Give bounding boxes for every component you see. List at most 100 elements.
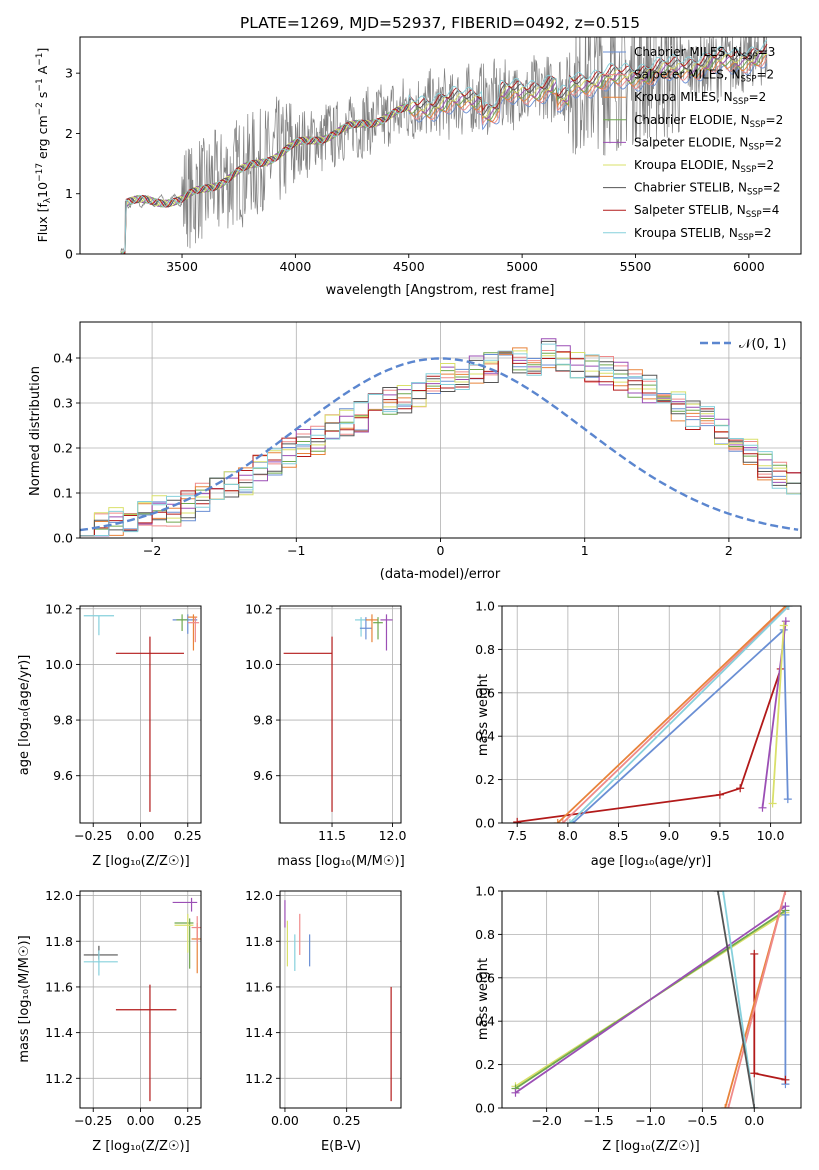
x-tick-label: −2 xyxy=(143,543,161,558)
spectrum-legend: Chabrier MILES, NSSP=3 Salpeter MILES, NS… xyxy=(603,45,783,243)
x-tick-label: 0.0 xyxy=(744,1113,764,1128)
y-tick-label: 11.6 xyxy=(45,979,73,994)
mass-vs-ebv-panel: 0.00 0.25 11.2 11.4 11.6 11.8 12.0 xyxy=(245,888,402,1128)
weight-line xyxy=(771,625,785,804)
x-tick-label: −0.25 xyxy=(74,828,112,843)
massZ-xlabel: Z [log₁₀(Z/Z☉)] xyxy=(92,1139,189,1154)
weight-series xyxy=(558,606,792,823)
residuals-panel: −2 −1 0 1 2 0.0 0.1 0.2 0.3 0.4 𝒩(0, 1) xyxy=(53,321,802,558)
weight-line xyxy=(562,606,789,823)
y-tick-label: 9.6 xyxy=(253,768,273,783)
ageZ-ylabel: age [log₁₀(age/yr)] xyxy=(17,655,32,776)
x-tick-label: 7.5 xyxy=(507,828,527,843)
errorbar-point xyxy=(365,614,379,643)
weight-marker xyxy=(553,819,562,823)
x-tick-label: 0 xyxy=(437,543,445,558)
y-tick-label: 0.8 xyxy=(475,927,495,942)
y-tick-label: 1.0 xyxy=(475,884,495,899)
errorbar-point xyxy=(187,617,200,643)
normal-curve xyxy=(80,357,799,532)
x-tick-label: 8.5 xyxy=(609,828,629,843)
weight-marker xyxy=(768,799,777,808)
y-tick-label: 11.6 xyxy=(245,979,273,994)
y-tick-label: 0.8 xyxy=(475,642,495,657)
errorbar-point xyxy=(83,615,115,636)
weight-series xyxy=(724,891,790,1108)
ageZ-xlabel: Z [log₁₀(Z/Z☉)] xyxy=(92,854,189,869)
legend-entry: Chabrier ELODIE, NSSP=2 xyxy=(634,113,783,130)
plot-area xyxy=(83,897,201,1102)
weight-series xyxy=(553,606,790,823)
y-tick-label: 0.4 xyxy=(53,351,73,366)
x-tick-label: −1 xyxy=(287,543,305,558)
legend-entry: Chabrier STELIB, NSSP=2 xyxy=(634,181,781,198)
weight-marker xyxy=(511,1088,520,1097)
plot-area xyxy=(83,614,200,812)
plot-area xyxy=(513,606,793,823)
weight-marker xyxy=(779,621,788,630)
residuals-xlabel: (data-model)/error xyxy=(380,567,501,582)
wZ-xlabel: Z [log₁₀(Z/Z☉)] xyxy=(602,1139,699,1154)
weight-marker xyxy=(715,790,724,799)
weight-marker xyxy=(558,819,567,823)
mass-vs-metallicity-panel: −0.25 0.00 0.25 11.2 11.4 11.6 11.8 12.0 xyxy=(45,888,202,1128)
model-spectrum-line xyxy=(124,50,768,254)
x-tick-label: 12.0 xyxy=(379,828,407,843)
legend-entry: Salpeter STELIB, NSSP=4 xyxy=(634,203,779,220)
weight-line xyxy=(753,953,786,1081)
x-tick-label: −0.25 xyxy=(74,1113,112,1128)
observed-spectrum xyxy=(120,37,768,253)
x-tick-label: 3500 xyxy=(166,259,198,274)
y-tick-label: 9.8 xyxy=(253,713,273,728)
spectrum-xlabel: wavelength [Angstrom, rest frame] xyxy=(326,283,555,298)
x-tick-label: 0.25 xyxy=(174,1113,202,1128)
y-tick-label: 1 xyxy=(65,186,73,201)
x-tick-label: 0.00 xyxy=(127,1113,155,1128)
residuals-ylabel: Normed distribution xyxy=(28,366,43,496)
y-tick-label: 10.0 xyxy=(45,657,73,672)
legend-entry: Salpeter ELODIE, NSSP=2 xyxy=(634,135,782,152)
axes-frame xyxy=(501,605,802,824)
x-tick-label: −0.5 xyxy=(687,1113,717,1128)
y-tick-label: 0.2 xyxy=(475,1057,495,1072)
plot-area xyxy=(511,891,790,1108)
plot-area xyxy=(80,338,801,538)
wZ-ylabel: mass weight xyxy=(476,958,491,1040)
weight-marker xyxy=(724,1104,733,1108)
legend-entry: 𝒩(0, 1) xyxy=(739,337,786,352)
legend-entry: Salpeter MILES, NSSP=2 xyxy=(634,68,774,85)
weight-line xyxy=(569,606,790,823)
weight-marker xyxy=(750,949,759,958)
y-tick-label: 2 xyxy=(65,126,73,141)
x-tick-label: −2.0 xyxy=(531,1113,561,1128)
age-vs-mass-panel: 11.5 12.0 9.6 9.8 10.0 10.2 xyxy=(245,601,406,843)
errorbar-point xyxy=(174,913,194,953)
weight-marker xyxy=(750,1104,759,1108)
x-tick-label: 5500 xyxy=(620,259,652,274)
y-tick-label: 0.0 xyxy=(53,531,73,546)
weight-marker xyxy=(781,1075,790,1084)
y-tick-label: 11.2 xyxy=(45,1071,73,1086)
y-tick-label: 0.4 xyxy=(475,1014,495,1029)
weight-line xyxy=(717,891,756,1108)
weight-series xyxy=(568,625,792,823)
x-tick-label: 9.5 xyxy=(710,828,730,843)
weight-marker xyxy=(565,819,574,823)
residual-histogram xyxy=(80,343,801,538)
weight-marker xyxy=(783,606,792,610)
y-tick-label: 0.4 xyxy=(475,729,495,744)
errorbar-point xyxy=(83,945,118,960)
y-tick-label: 0.6 xyxy=(475,970,495,985)
weight-line xyxy=(557,606,787,823)
axes-frame xyxy=(79,36,802,255)
plot-area xyxy=(283,614,393,812)
spectrum-panel: 3500 4000 4500 5000 5500 6000 0 1 2 3 Chabrier MIL… xyxy=(65,36,802,274)
figure-title: PLATE=1269, MJD=52937, FIBERID=0492, z=0… xyxy=(240,14,640,32)
weight-line xyxy=(727,891,787,1108)
x-tick-label: 10.0 xyxy=(757,828,785,843)
errorbar-point xyxy=(172,897,198,912)
y-tick-label: 10.2 xyxy=(245,601,273,616)
y-tick-label: 12.0 xyxy=(45,888,73,903)
errorbar-point xyxy=(115,984,177,1102)
weight-marker xyxy=(713,891,722,895)
